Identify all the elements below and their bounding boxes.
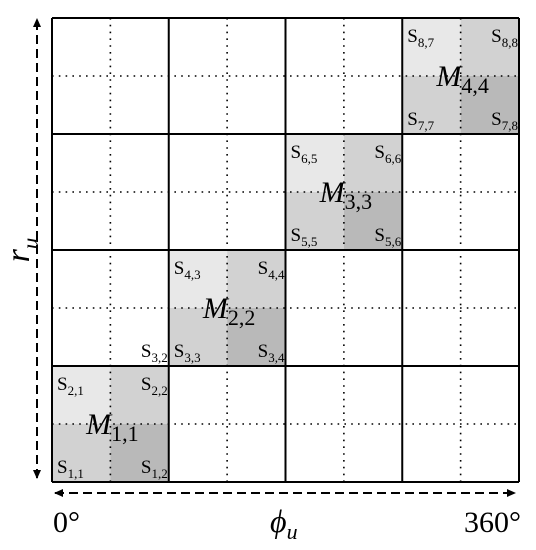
major-gridlines — [51, 17, 520, 483]
y-axis-label-sub: u — [18, 238, 43, 250]
cell-label-5-6-base: S — [374, 225, 385, 246]
cell-labels: S2,1 S2,2S1,1 S1,2S4,3 S4,4S3,3 S3,4S6,5 S6,6… — [57, 26, 518, 481]
block-label-4: M4,4 — [435, 60, 489, 98]
subblock-shade-4-br — [460, 76, 519, 134]
block-labels: M1,1M2,2M3,3M4,4 — [85, 60, 489, 446]
cell-label-3-3-base: S — [174, 341, 185, 362]
subblock-shade-1-br — [110, 424, 169, 482]
cell-label-8-7-sub: 8,7 — [418, 35, 435, 50]
cell-label-3-4-base: S — [258, 341, 269, 362]
cell-label-3-2: S3,2 — [141, 341, 168, 365]
cell-label-6-5: S6,5 — [291, 142, 318, 166]
cell-label-4-4-sub: 4,4 — [268, 267, 285, 282]
block-label-base: M — [202, 292, 230, 325]
x-axis-start-label: 0° — [53, 506, 80, 539]
cell-label-7-8-base: S — [491, 109, 502, 130]
block-label-base: M — [319, 176, 347, 209]
cell-label-2-2: S2,2 — [141, 374, 168, 398]
subblock-shade-1-bl — [52, 424, 111, 482]
cell-label-5-6: S5,6 — [374, 225, 401, 249]
cell-label-5-5-sub: 5,5 — [301, 234, 317, 249]
cell-label-3-3-sub: 3,3 — [184, 350, 200, 365]
x-axis-label: ϕu — [270, 503, 298, 544]
subblock-shade-2-tl — [168, 250, 228, 308]
cell-label-2-2-base: S — [141, 374, 152, 395]
cell-label-4-4-base: S — [258, 258, 269, 279]
subblock-shade-3-tr — [343, 134, 403, 192]
cell-label-2-1-base: S — [57, 374, 68, 395]
cell-label-3-3: S3,3 — [174, 341, 201, 365]
block-label-sub: 4,4 — [461, 73, 489, 98]
cell-label-1-1-base: S — [57, 457, 68, 478]
cell-label-6-5-sub: 6,5 — [301, 151, 317, 166]
cell-label-1-2: S1,2 — [141, 457, 168, 481]
cell-label-2-2-sub: 2,2 — [152, 383, 168, 398]
block-label-1: M1,1 — [85, 408, 139, 446]
block-label-base: M — [435, 60, 463, 93]
block-label-sub: 2,2 — [228, 305, 256, 330]
block-label-base: M — [85, 408, 113, 441]
cell-label-1-2-base: S — [141, 457, 152, 478]
cell-label-4-3-base: S — [174, 258, 185, 279]
subblock-shade-3-tl — [285, 134, 344, 192]
cell-label-7-7-base: S — [407, 109, 418, 130]
y-axis-label: ru — [0, 238, 43, 263]
cell-label-6-6-sub: 6,6 — [385, 151, 402, 166]
subblock-shade-4-tr — [460, 18, 519, 76]
block-label-2: M2,2 — [202, 292, 256, 330]
subblock-shade-4-tl — [402, 18, 461, 76]
cell-label-7-8-sub: 7,8 — [502, 118, 518, 133]
cell-label-2-1-sub: 2,1 — [68, 383, 84, 398]
cell-label-8-8-sub: 8,8 — [502, 35, 518, 50]
subblock-shade-3-bl — [285, 192, 344, 250]
cell-label-1-1: S1,1 — [57, 457, 84, 481]
cell-label-4-4: S4,4 — [258, 258, 285, 282]
block-label-sub: 1,1 — [111, 421, 139, 446]
cell-label-6-6: S6,6 — [374, 142, 401, 166]
cell-label-8-8-base: S — [491, 26, 502, 47]
cell-label-3-4-sub: 3,4 — [268, 350, 285, 365]
cell-label-4-3-sub: 4,3 — [184, 267, 200, 282]
cell-label-4-3: S4,3 — [174, 258, 201, 282]
cell-label-3-4: S3,4 — [258, 341, 285, 365]
cell-label-7-7-sub: 7,7 — [418, 118, 435, 133]
cell-label-1-1-sub: 1,1 — [68, 466, 84, 481]
subblock-shade-4-bl — [402, 76, 461, 134]
cell-label-6-6-base: S — [374, 142, 385, 163]
cell-label-6-5-base: S — [291, 142, 302, 163]
subblock-shade-3-br — [343, 192, 403, 250]
cell-label-5-5-base: S — [291, 225, 302, 246]
cell-label-8-7-base: S — [407, 26, 418, 47]
block-label-sub: 3,3 — [345, 189, 373, 214]
cell-label-5-6-sub: 5,6 — [385, 234, 402, 249]
cell-label-5-5: S5,5 — [291, 225, 318, 249]
x-axis-label-sub: u — [287, 519, 298, 544]
x-axis-end-label: 360° — [464, 506, 521, 539]
subblock-shade-2-br — [227, 308, 286, 366]
subblock-shade-1-tl — [52, 366, 111, 424]
cell-label-8-8: S8,8 — [491, 26, 518, 50]
subblock-shade-2-tr — [227, 250, 286, 308]
cell-label-3-2-sub: 3,2 — [152, 350, 168, 365]
subblock-shade-1-tr — [110, 366, 169, 424]
subblock-shade-2-bl — [168, 308, 228, 366]
cell-label-2-1: S2,1 — [57, 374, 84, 398]
block-label-3: M3,3 — [319, 176, 373, 214]
cell-label-7-8: S7,8 — [491, 109, 518, 133]
cell-label-8-7: S8,7 — [407, 26, 434, 50]
cell-label-1-2-sub: 1,2 — [152, 466, 168, 481]
cell-label-7-7: S7,7 — [407, 109, 434, 133]
block-shading — [52, 18, 519, 482]
cell-label-3-2-base: S — [141, 341, 152, 362]
